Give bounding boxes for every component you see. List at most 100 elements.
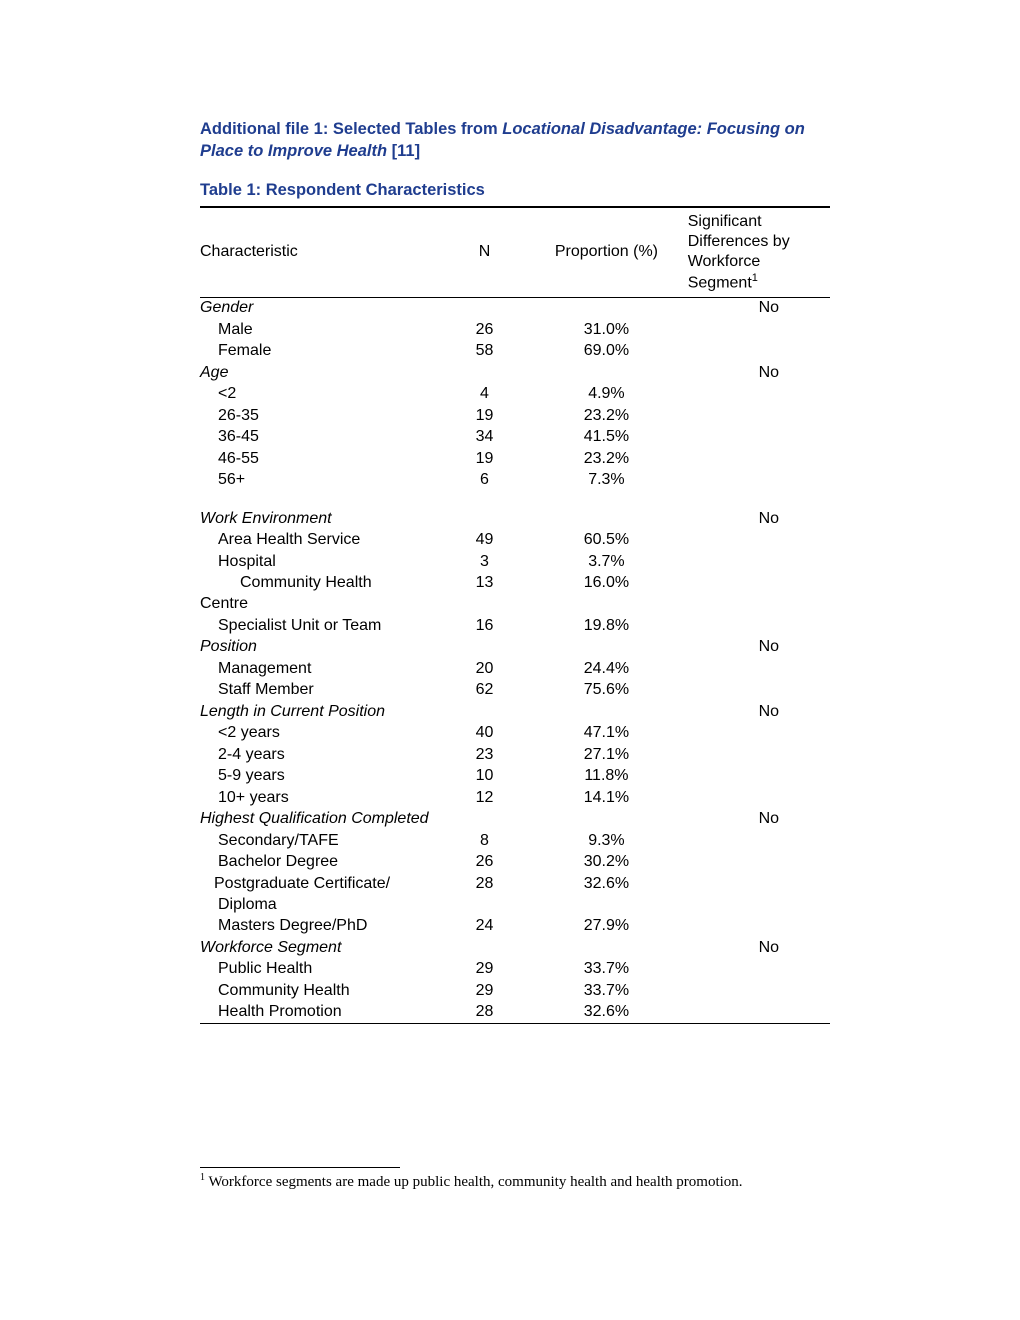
row-n: 58 xyxy=(444,341,525,362)
col-characteristic: Characteristic xyxy=(200,207,444,298)
table-row: Staff Member6275.6% xyxy=(200,680,830,701)
doc-heading: Additional file 1: Selected Tables from … xyxy=(200,118,830,163)
category-label: Workforce Segment xyxy=(200,937,444,958)
table-category-row: PositionNo xyxy=(200,637,830,658)
row-prop xyxy=(525,594,688,615)
row-prop: 11.8% xyxy=(525,766,688,787)
row-n: 28 xyxy=(444,873,525,894)
table-row: Community Health1316.0% xyxy=(200,572,830,593)
table-row: Postgraduate Certificate/2832.6% xyxy=(200,873,830,894)
row-n: 29 xyxy=(444,959,525,980)
row-label: 2-4 years xyxy=(200,744,444,765)
row-n: 19 xyxy=(444,405,525,426)
row-prop: 4.9% xyxy=(525,384,688,405)
row-prop: 32.6% xyxy=(525,1002,688,1024)
table-row: <2 years4047.1% xyxy=(200,723,830,744)
category-label: Highest Qualification Completed xyxy=(200,809,444,830)
category-label: Gender xyxy=(200,297,444,319)
row-n: 4 xyxy=(444,384,525,405)
row-n: 49 xyxy=(444,530,525,551)
row-n: 23 xyxy=(444,744,525,765)
category-label: Age xyxy=(200,362,444,383)
spacer-row xyxy=(200,491,830,508)
sig-value: No xyxy=(688,701,830,722)
sig-value: No xyxy=(688,362,830,383)
row-n: 19 xyxy=(444,448,525,469)
row-label: Specialist Unit or Team xyxy=(200,615,444,636)
table-row: 46-551923.2% xyxy=(200,448,830,469)
row-prop: 41.5% xyxy=(525,427,688,448)
col-proportion: Proportion (%) xyxy=(525,207,688,298)
table-row: Community Health2933.7% xyxy=(200,980,830,1001)
row-prop: 47.1% xyxy=(525,723,688,744)
table-row: <244.9% xyxy=(200,384,830,405)
row-prop: 3.7% xyxy=(525,551,688,572)
table-row: 5-9 years1011.8% xyxy=(200,766,830,787)
heading-prefix: Additional file 1: Selected Tables from xyxy=(200,120,502,138)
table-category-row: Age No xyxy=(200,362,830,383)
table-row: 10+ years1214.1% xyxy=(200,787,830,808)
table-category-row: Workforce Segment No xyxy=(200,937,830,958)
footnote-rule xyxy=(200,1167,400,1168)
row-label: Community Health xyxy=(200,572,444,593)
row-label: 5-9 years xyxy=(200,766,444,787)
row-n: 10 xyxy=(444,766,525,787)
table-row: Specialist Unit or Team1619.8% xyxy=(200,615,830,636)
row-prop: 30.2% xyxy=(525,852,688,873)
row-label: Area Health Service xyxy=(200,530,444,551)
row-prop: 23.2% xyxy=(525,405,688,426)
row-prop: 9.3% xyxy=(525,830,688,851)
row-label: Health Promotion xyxy=(200,1002,444,1024)
row-label: 26-35 xyxy=(200,405,444,426)
table-row: Hospital33.7% xyxy=(200,551,830,572)
row-label: Centre xyxy=(200,594,444,615)
row-prop: 32.6% xyxy=(525,873,688,894)
row-n: 26 xyxy=(444,319,525,340)
row-prop: 19.8% xyxy=(525,615,688,636)
table-title: Table 1: Respondent Characteristics xyxy=(200,181,830,200)
col-significant: Significant Differences by Workforce Seg… xyxy=(688,207,830,298)
sig-value: No xyxy=(688,508,830,529)
heading-suffix: [11] xyxy=(387,142,420,160)
row-n: 20 xyxy=(444,658,525,679)
sig-value: No xyxy=(688,937,830,958)
table-row: 56+67.3% xyxy=(200,470,830,491)
row-label: Masters Degree/PhD xyxy=(200,916,444,937)
table-row: Area Health Service4960.5% xyxy=(200,530,830,551)
respondent-table: Characteristic N Proportion (%) Signific… xyxy=(200,206,830,1025)
category-label: Work Environment xyxy=(200,508,444,529)
row-label: Bachelor Degree xyxy=(200,852,444,873)
footnote-text: Workforce segments are made up public he… xyxy=(205,1174,743,1190)
table-row: 36-453441.5% xyxy=(200,427,830,448)
table-row: Male2631.0% xyxy=(200,319,830,340)
table-row: Health Promotion2832.6% xyxy=(200,1002,830,1024)
row-prop xyxy=(525,895,688,916)
row-n: 6 xyxy=(444,470,525,491)
col-n: N xyxy=(444,207,525,298)
row-label: Postgraduate Certificate/ xyxy=(200,873,444,894)
row-label: Secondary/TAFE xyxy=(200,830,444,851)
row-prop: 69.0% xyxy=(525,341,688,362)
row-n: 40 xyxy=(444,723,525,744)
row-label: Staff Member xyxy=(200,680,444,701)
row-n: 13 xyxy=(444,572,525,593)
row-prop: 60.5% xyxy=(525,530,688,551)
row-prop: 33.7% xyxy=(525,959,688,980)
row-prop: 14.1% xyxy=(525,787,688,808)
row-label: 36-45 xyxy=(200,427,444,448)
row-label: Community Health xyxy=(200,980,444,1001)
row-label: 10+ years xyxy=(200,787,444,808)
row-n: 12 xyxy=(444,787,525,808)
row-prop: 24.4% xyxy=(525,658,688,679)
row-prop: 27.1% xyxy=(525,744,688,765)
row-label: Diploma xyxy=(200,895,444,916)
row-prop: 23.2% xyxy=(525,448,688,469)
row-n: 29 xyxy=(444,980,525,1001)
row-n: 28 xyxy=(444,1002,525,1024)
row-label: Management xyxy=(200,658,444,679)
table-row: Management2024.4% xyxy=(200,658,830,679)
row-n: 26 xyxy=(444,852,525,873)
row-label: Male xyxy=(200,319,444,340)
row-label: Female xyxy=(200,341,444,362)
table-row: Public Health2933.7% xyxy=(200,959,830,980)
